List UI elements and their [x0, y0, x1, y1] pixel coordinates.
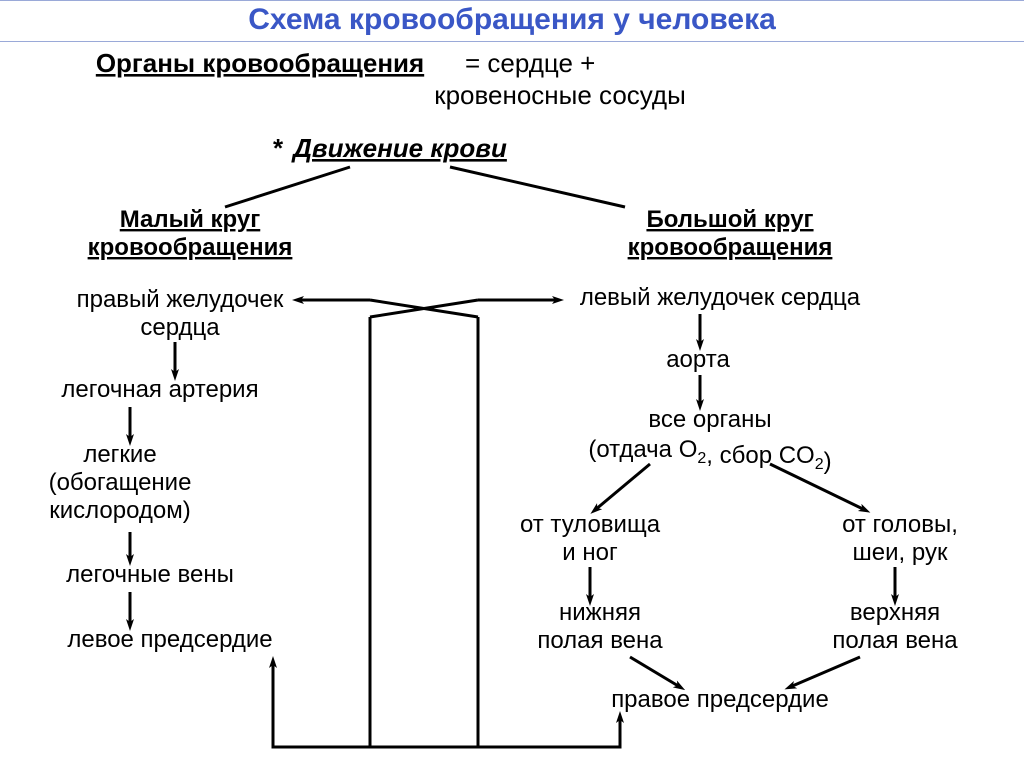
node-left_atrium: левое предсердие [67, 626, 272, 653]
node-right_atrium: правое предсердие [611, 686, 829, 713]
node-rv_heart: правый желудочексердца [77, 286, 284, 341]
node-lungs: легкие(обогащениекислородом) [49, 441, 192, 524]
flow-edge [225, 167, 350, 207]
flow-edge [450, 167, 625, 207]
flow-edge [595, 464, 650, 510]
node-movement: Движение крови [291, 133, 507, 163]
node-head_neck: от головы,шеи, рук [842, 511, 958, 566]
node-all_organs2: (отдача O2, сбор CO2) [588, 436, 831, 475]
flow-edge [790, 657, 860, 687]
node-aorta: аорта [666, 346, 730, 373]
node-pulm_veins: легочные вены [66, 561, 234, 588]
flow-edge [273, 317, 478, 747]
node-pulm_artery: легочная артерия [61, 376, 258, 403]
node-small_circle: Малый кругкровообращения [88, 206, 293, 261]
node-equals: = сердце + [465, 48, 595, 78]
flow-edge [630, 657, 680, 687]
node-svc: верхняяполая вена [832, 599, 958, 654]
node-vessels: кровеносные сосуды [434, 80, 686, 110]
title-bar: Схема кровообращения у человека [0, 0, 1024, 42]
node-all_organs1: все органы [648, 406, 771, 433]
node-ivc: нижняяполая вена [537, 599, 663, 654]
circulation-diagram: Органы кровообращения = сердце +кровеносн… [0, 42, 1024, 767]
page-title: Схема кровообращения у человека [248, 3, 776, 36]
node-big_circle: Большой кругкровообращения [628, 206, 833, 261]
node-lv_heart: левый желудочек сердца [580, 284, 861, 311]
node-trunk_legs: от туловищаи ног [520, 511, 661, 566]
node-star: * [273, 133, 284, 163]
node-organs_label: Органы кровообращения [96, 48, 424, 78]
